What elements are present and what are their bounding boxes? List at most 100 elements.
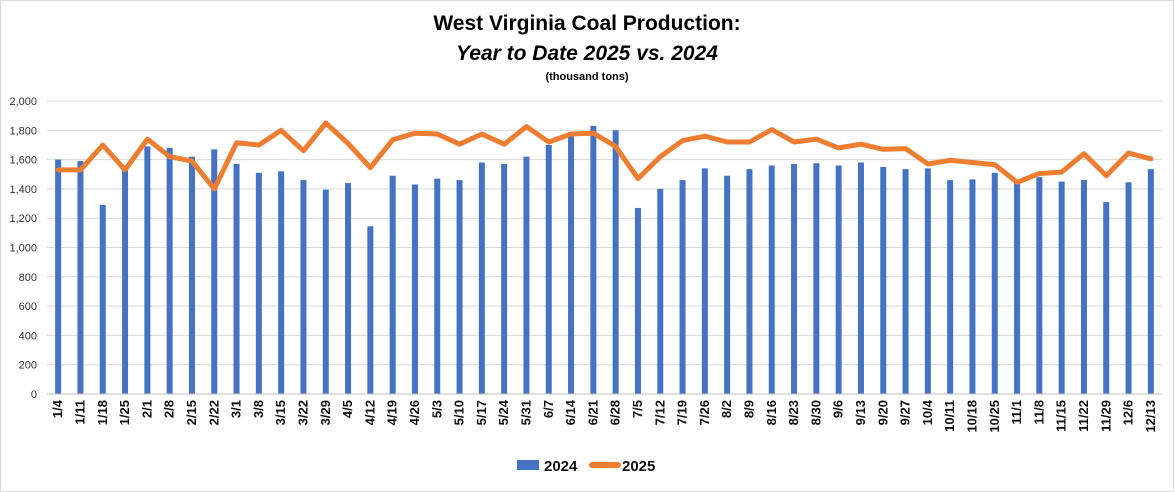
- bar-2024: [947, 180, 954, 394]
- bar-2024: [345, 183, 352, 394]
- x-tick-label: 9/6: [831, 400, 846, 418]
- x-tick-label: 4/19: [385, 400, 400, 425]
- bar-2024: [166, 147, 173, 394]
- bar-2024: [835, 165, 842, 394]
- x-tick-label: 7/12: [652, 400, 667, 425]
- x-tick-label: 12/13: [1143, 400, 1158, 433]
- bar-2024: [612, 130, 619, 395]
- bar-2024: [969, 179, 976, 394]
- bar-2024: [1058, 181, 1065, 394]
- x-tick-label: 4/12: [362, 400, 377, 425]
- bar-2024: [1147, 169, 1154, 394]
- x-tick-label: 9/20: [875, 400, 890, 425]
- bar-2024: [724, 175, 731, 394]
- x-tick-label: 1/11: [72, 400, 87, 425]
- bar-2024: [768, 165, 775, 394]
- legend-label-2025: 2025: [622, 458, 655, 475]
- bar-2024: [634, 207, 641, 394]
- x-tick-label: 10/11: [942, 400, 957, 432]
- y-tick-label: 800: [19, 272, 37, 284]
- x-tick-label: 8/2: [719, 400, 734, 418]
- x-tick-label: 4/26: [407, 400, 422, 425]
- x-tick-label: 6/28: [608, 400, 623, 425]
- x-tick-label: 6/14: [563, 399, 578, 425]
- x-tick-label: 5/3: [429, 400, 444, 418]
- bar-2024: [590, 125, 597, 394]
- x-tick-label: 3/15: [273, 400, 288, 425]
- x-tick-label: 6/7: [541, 400, 556, 418]
- y-tick-label: 0: [31, 389, 37, 401]
- chart-unit-note: (thousand tons): [545, 71, 628, 83]
- bar-2024: [991, 172, 998, 394]
- x-tick-label: 11/15: [1054, 400, 1069, 432]
- x-tick-label: 11/1: [1009, 400, 1024, 425]
- bar-2024: [701, 168, 708, 394]
- line-2025: [55, 120, 1154, 192]
- bar-2024: [389, 175, 396, 394]
- y-tick-label: 1,000: [9, 243, 37, 255]
- x-tick-label: 9/27: [898, 400, 913, 425]
- x-tick-label: 7/19: [675, 400, 690, 425]
- x-tick-label: 8/30: [808, 400, 823, 425]
- y-tick-label: 1,800: [9, 125, 37, 137]
- bar-2024: [411, 184, 418, 394]
- x-axis-ticks: 1/4 1/11 1/18 1/25 2/1 2/8 2/15 2/22 3/1 3/8 3/15 3…: [50, 399, 1158, 432]
- bar-2024: [657, 188, 664, 394]
- chart-title: West Virginia Coal Production:: [433, 12, 740, 35]
- x-tick-label: 8/9: [741, 400, 756, 418]
- line-series-2025: [55, 120, 1154, 192]
- bar-2024: [1080, 180, 1087, 394]
- bar-2024: [813, 163, 820, 394]
- bar-2024: [55, 159, 62, 394]
- y-axis-ticks: 0 200 400 600 800 1,000 1,200 1,400 1,600 1,800 2,…: [9, 96, 37, 401]
- bar-2024: [211, 149, 218, 394]
- x-tick-label: 2/22: [206, 400, 221, 425]
- bar-2024: [1036, 177, 1043, 394]
- y-tick-label: 2,000: [9, 96, 37, 108]
- bar-2024: [367, 226, 374, 394]
- bar-2024: [679, 180, 686, 394]
- y-tick-label: 1,200: [9, 213, 37, 225]
- x-tick-label: 10/25: [987, 400, 1002, 433]
- chart-subtitle: Year to Date 2025 vs. 2024: [456, 42, 718, 65]
- bar-2024: [568, 133, 575, 395]
- x-tick-label: 5/10: [452, 400, 467, 425]
- bar-2024: [501, 163, 508, 394]
- bar-2024: [122, 166, 129, 394]
- x-tick-label: 10/18: [964, 400, 979, 433]
- x-tick-label: 5/24: [496, 399, 511, 425]
- bar-2024: [434, 178, 441, 394]
- y-tick-label: 400: [19, 330, 37, 342]
- x-tick-label: 12/6: [1121, 400, 1136, 425]
- y-tick-label: 200: [19, 360, 37, 372]
- x-tick-label: 2/8: [162, 400, 177, 418]
- y-tick-label: 1,400: [9, 184, 37, 196]
- bar-2024: [924, 168, 931, 394]
- bar-2024: [456, 180, 463, 394]
- legend-label-2024: 2024: [544, 458, 578, 475]
- bar-2024: [322, 189, 329, 394]
- x-tick-label: 2/15: [184, 400, 199, 425]
- legend-swatch-2024: [517, 460, 539, 470]
- x-tick-label: 5/17: [474, 400, 489, 425]
- grid-layer: [47, 100, 1162, 366]
- bar-2024: [791, 163, 798, 394]
- bar-2024: [144, 146, 151, 394]
- x-tick-label: 7/5: [630, 400, 645, 418]
- x-tick-label: 11/8: [1031, 400, 1046, 425]
- x-tick-label: 4/5: [340, 400, 355, 418]
- bar-2024: [300, 180, 307, 394]
- y-tick-label: 600: [19, 301, 37, 313]
- x-tick-label: 3/8: [251, 400, 266, 418]
- x-tick-label: 5/31: [518, 400, 533, 425]
- bar-2024: [478, 162, 485, 394]
- x-tick-label: 8/16: [764, 400, 779, 425]
- x-tick-label: 1/4: [50, 399, 65, 418]
- bar-2024: [233, 163, 240, 394]
- legend: 2024 2025: [517, 458, 655, 475]
- bar-2024: [77, 161, 84, 394]
- bar-2024: [1103, 202, 1110, 394]
- bar-2024: [902, 169, 909, 394]
- x-tick-label: 3/29: [318, 400, 333, 425]
